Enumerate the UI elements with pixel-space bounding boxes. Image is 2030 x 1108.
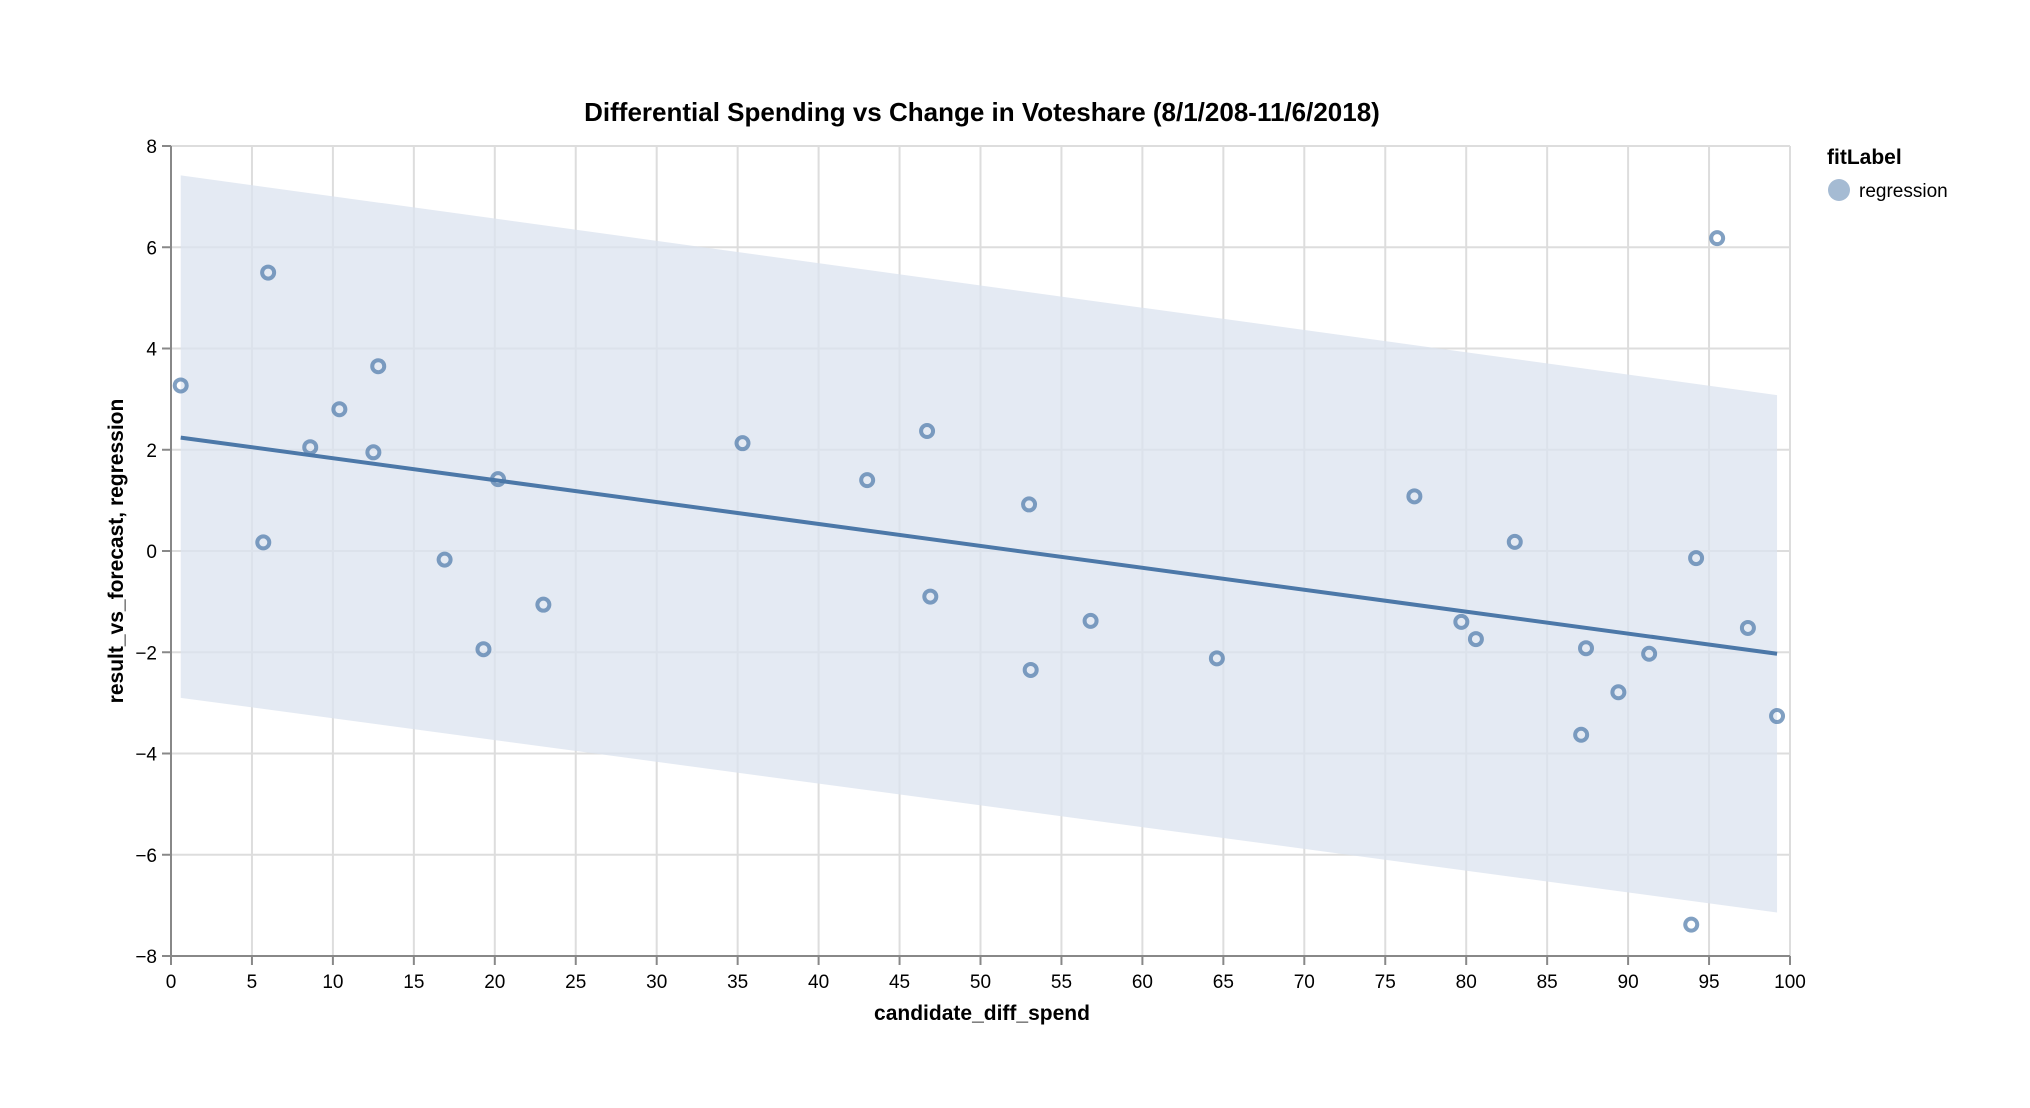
data-point-26: [1641, 645, 1658, 662]
x-tick-label-17: 85: [1537, 972, 1558, 993]
y-tick-label-5: 2: [146, 441, 157, 462]
axes: 0 5 10 15 20 25 30 35 40 45 50 55 60 65 70 75 80 85 90 95 10…: [135, 137, 1806, 993]
regression-line-group: [180, 435, 1778, 656]
regression-line: [180, 435, 1778, 656]
y-tick-label-7: 6: [146, 238, 157, 259]
y-tick-label-0: −8: [135, 947, 157, 968]
chart-title: Differential Spending vs Change in Votes…: [584, 97, 1380, 127]
x-tick-label-19: 95: [1698, 972, 1719, 993]
data-point-6: [370, 358, 387, 375]
y-tick-label-2: −4: [135, 745, 157, 766]
x-tick-label-10: 50: [970, 972, 991, 993]
y-axis-title: result_vs_forecast, regression: [105, 399, 128, 704]
x-tick-label-13: 65: [1213, 972, 1234, 993]
data-point-17: [1082, 612, 1099, 629]
y-tick-label-4: 0: [146, 542, 157, 563]
data-point-19: [1406, 488, 1423, 505]
data-point-28: [1688, 550, 1705, 567]
data-point-1: [255, 534, 272, 551]
x-tick-label-9: 45: [889, 972, 910, 993]
data-point-30: [1739, 619, 1756, 636]
x-tick-label-3: 15: [403, 972, 424, 993]
data-point-16: [1022, 661, 1039, 678]
x-tick-label-15: 75: [1375, 972, 1396, 993]
legend-label-regression: regression: [1859, 181, 1948, 202]
data-point-27: [1683, 916, 1700, 933]
data-points: [172, 230, 1786, 933]
x-tick-label-2: 10: [322, 972, 343, 993]
data-point-23: [1573, 726, 1590, 743]
data-point-4: [331, 401, 348, 418]
data-point-14: [922, 588, 939, 605]
data-point-24: [1578, 640, 1595, 657]
data-point-8: [475, 641, 492, 658]
x-tick-label-6: 30: [646, 972, 667, 993]
x-tick-label-5: 25: [565, 972, 586, 993]
x-tick-label-0: 0: [166, 972, 177, 993]
data-point-7: [436, 551, 453, 568]
data-point-13: [919, 423, 936, 440]
data-point-10: [535, 596, 552, 613]
data-point-12: [859, 472, 876, 489]
x-tick-label-7: 35: [727, 972, 748, 993]
x-tick-label-16: 80: [1456, 972, 1477, 993]
data-point-2: [260, 264, 277, 281]
data-point-21: [1467, 631, 1484, 648]
y-tick-label-1: −6: [135, 846, 157, 867]
legend-title: fitLabel: [1827, 146, 1902, 169]
y-tick-label-6: 4: [146, 340, 157, 361]
y-tick-label-8: 8: [146, 137, 157, 158]
data-point-15: [1021, 496, 1038, 513]
data-point-31: [1769, 708, 1786, 725]
data-point-3: [302, 439, 319, 456]
y-tick-label-3: −2: [135, 643, 157, 664]
x-tick-label-4: 20: [484, 972, 505, 993]
data-point-9: [490, 471, 507, 488]
data-point-0: [172, 377, 189, 394]
data-point-25: [1610, 684, 1627, 701]
x-tick-label-11: 55: [1051, 972, 1072, 993]
x-axis-title: candidate_diff_spend: [874, 1002, 1090, 1025]
data-point-5: [365, 444, 382, 461]
data-point-20: [1453, 613, 1470, 630]
data-point-11: [734, 435, 751, 452]
legend-swatch-regression: [1828, 179, 1850, 201]
data-point-18: [1208, 650, 1225, 667]
data-point-22: [1506, 533, 1523, 550]
x-tick-label-18: 90: [1618, 972, 1639, 993]
x-tick-label-12: 60: [1132, 972, 1153, 993]
legend: fitLabel regression: [1827, 146, 1948, 202]
x-tick-label-1: 5: [247, 972, 258, 993]
x-tick-label-14: 70: [1294, 972, 1315, 993]
data-point-29: [1709, 230, 1726, 247]
x-tick-label-20: 100: [1774, 972, 1806, 993]
x-tick-label-8: 40: [808, 972, 829, 993]
